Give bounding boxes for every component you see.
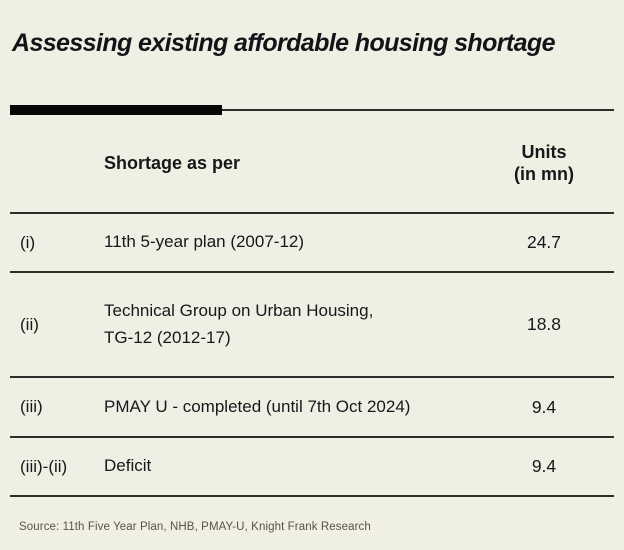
row-description: PMAY U - completed (until 7th Oct 2024) <box>104 394 474 420</box>
row-index: (iii) <box>20 397 43 416</box>
page-title: Assessing existing affordable housing sh… <box>12 29 556 57</box>
row-description-line: 11th 5-year plan (2007-12) <box>104 232 305 252</box>
table-row: (ii) Technical Group on Urban Housing, T… <box>10 273 614 378</box>
header-units-line1: Units <box>521 141 567 162</box>
row-description-line: PMAY U - completed (until 7th Oct 2024) <box>104 396 411 416</box>
row-description-line: Deficit <box>104 456 152 476</box>
row-index: (i) <box>20 232 36 252</box>
header-units-line2: (in mn) <box>514 163 574 184</box>
row-value: 18.8 <box>526 314 562 334</box>
table-row: (iii) PMAY U - completed (until 7th Oct … <box>10 378 614 438</box>
row-index: (iii)-(ii) <box>20 456 68 476</box>
row-value: 24.7 <box>526 232 562 252</box>
row-description: Deficit <box>104 453 474 479</box>
row-value: 9.4 <box>531 396 557 417</box>
title-divider-accent-bar <box>10 105 222 115</box>
header-units: Units (in mn) <box>474 142 614 185</box>
row-description: Technical Group on Urban Housing, TG-12 … <box>104 298 474 351</box>
table-row: (iii)-(ii) Deficit 9.4 <box>10 438 614 497</box>
row-value: 9.4 <box>531 456 557 476</box>
row-description-line: TG-12 (2012-17) <box>104 327 231 347</box>
table-row: (i) 11th 5-year plan (2007-12) 24.7 <box>10 214 614 273</box>
row-index: (ii) <box>20 314 39 334</box>
table-header-row: Shortage as per Units (in mn) <box>10 115 614 214</box>
row-description-line: Technical Group on Urban Housing, <box>104 301 374 321</box>
row-description: 11th 5-year plan (2007-12) <box>104 229 474 255</box>
title-divider-line <box>10 109 614 111</box>
header-shortage-as-per: Shortage as per <box>104 153 241 173</box>
shortage-table: Shortage as per Units (in mn) (i) 11th 5… <box>10 115 614 497</box>
source-attribution: Source: 11th Five Year Plan, NHB, PMAY-U… <box>19 521 371 533</box>
